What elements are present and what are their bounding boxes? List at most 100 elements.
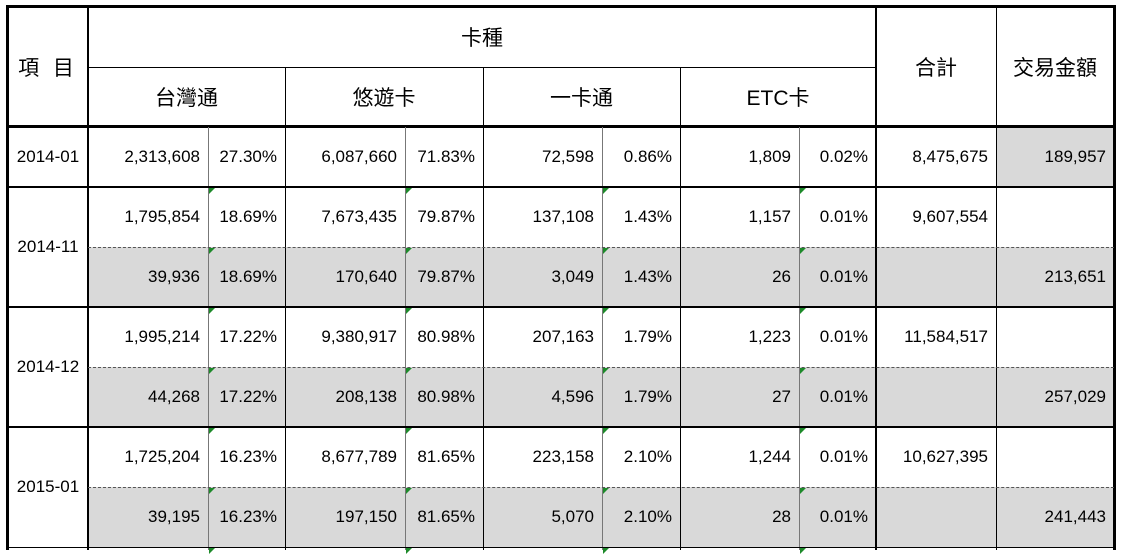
cell-r1-c6: 1,157 xyxy=(748,207,791,226)
error-marker-r1-c4 xyxy=(406,188,412,194)
cell-r4-c3: 80.98% xyxy=(417,387,475,406)
amount-r0: 189,957 xyxy=(1044,147,1106,166)
error-marker-r2-c4 xyxy=(406,248,412,254)
cell-r2-c6: 26 xyxy=(772,267,791,286)
cell-r5-c7: 0.01% xyxy=(819,447,868,466)
cell-r0-c0: 2,313,608 xyxy=(124,147,200,166)
cell-r5-c0: 1,725,204 xyxy=(124,447,200,466)
error-marker-r4-c2 xyxy=(209,368,215,374)
error-marker-r6-c8 xyxy=(800,488,806,494)
header-card-3: ETC卡 xyxy=(746,87,810,110)
header-card-type: 卡種 xyxy=(461,27,503,50)
amount-r1 xyxy=(996,187,1114,247)
total-r0: 8,475,675 xyxy=(912,147,988,166)
cell-r5-c4: 223,158 xyxy=(532,447,594,466)
header-card-1: 悠遊卡 xyxy=(352,87,416,110)
shade-subrow-2 xyxy=(88,247,1114,307)
cell-r5-c5: 2.10% xyxy=(623,447,672,466)
header-card-2: 一卡通 xyxy=(550,87,613,110)
cell-r3-c5: 1.79% xyxy=(623,327,672,346)
error-marker-r5-c6 xyxy=(603,428,609,434)
row-dash-4 xyxy=(88,367,1114,368)
cell-r4-c2: 208,138 xyxy=(335,387,397,406)
cell-r6-c0: 39,195 xyxy=(148,507,200,526)
amount-r2: 213,651 xyxy=(1044,267,1106,286)
cell-r6-c7: 0.01% xyxy=(819,507,868,526)
error-marker-r5-c2 xyxy=(209,428,215,434)
error-marker-r2-c2 xyxy=(209,248,215,254)
cell-r4-c4: 4,596 xyxy=(551,387,594,406)
row-line-5 xyxy=(8,426,1114,428)
cell-r4-c1: 17.22% xyxy=(219,387,277,406)
header-item: 項 目 xyxy=(18,57,78,80)
error-marker-r3-c4 xyxy=(406,308,412,314)
col-line-7 xyxy=(680,67,681,550)
amount-r6: 241,443 xyxy=(1044,507,1106,526)
cell-r6-c3: 81.65% xyxy=(417,507,475,526)
period-1: 2014-11 xyxy=(17,237,79,256)
cell-r4-c0: 44,268 xyxy=(148,387,200,406)
error-marker-r3-c8 xyxy=(800,308,806,314)
col-line-10 xyxy=(996,7,997,550)
error-marker-r4-c4 xyxy=(406,368,412,374)
cell-r6-c5: 2.10% xyxy=(623,507,672,526)
error-marker-r5-c4 xyxy=(406,428,412,434)
error-marker-r5-c8 xyxy=(800,428,806,434)
cell-r3-c7: 0.01% xyxy=(819,327,868,346)
cell-r5-c3: 81.65% xyxy=(417,447,475,466)
total-r5: 10,627,395 xyxy=(902,447,988,466)
cell-r5-c6: 1,244 xyxy=(748,447,791,466)
cell-r2-c3: 79.87% xyxy=(417,267,475,286)
total-r1: 9,607,554 xyxy=(912,207,988,226)
col-line-2 xyxy=(208,127,209,550)
border-left xyxy=(6,5,9,550)
cell-r2-c7: 0.01% xyxy=(819,267,868,286)
cell-r6-c4: 5,070 xyxy=(551,507,594,526)
total-r6 xyxy=(876,487,996,547)
error-marker-r7-c2 xyxy=(209,548,215,554)
error-marker-r4-c6 xyxy=(603,368,609,374)
cell-r2-c5: 1.43% xyxy=(623,267,672,286)
cell-r4-c7: 0.01% xyxy=(819,387,868,406)
error-marker-r6-c6 xyxy=(603,488,609,494)
header-mid xyxy=(88,67,876,68)
cell-r3-c4: 207,163 xyxy=(532,327,594,346)
cell-r2-c2: 170,640 xyxy=(335,267,397,286)
row-line-end xyxy=(8,547,1114,548)
cell-r3-c3: 80.98% xyxy=(417,327,475,346)
amount-header-bottom xyxy=(996,125,1114,128)
cell-r0-c2: 6,087,660 xyxy=(321,147,397,166)
row-dash-6 xyxy=(88,487,1114,488)
error-marker-r6-c4 xyxy=(406,488,412,494)
error-marker-r3-c2 xyxy=(209,308,215,314)
col-line-8 xyxy=(799,127,800,550)
amount-r5 xyxy=(996,427,1114,487)
cell-r1-c3: 79.87% xyxy=(417,207,475,226)
cell-r1-c5: 1.43% xyxy=(623,207,672,226)
error-marker-r3-c6 xyxy=(603,308,609,314)
total-r4 xyxy=(876,367,996,427)
col-line-4 xyxy=(405,127,406,550)
col-line-period xyxy=(87,7,89,550)
error-marker-r2-c6 xyxy=(603,248,609,254)
col-line-3 xyxy=(285,67,286,550)
cell-r0-c1: 27.30% xyxy=(219,147,277,166)
error-marker-r4-c8 xyxy=(800,368,806,374)
cell-r4-c5: 1.79% xyxy=(623,387,672,406)
cell-r1-c4: 137,108 xyxy=(532,207,594,226)
error-marker-r7-c8 xyxy=(800,548,806,554)
border-top xyxy=(8,5,1114,8)
error-marker-r1-c8 xyxy=(800,188,806,194)
cell-r3-c1: 17.22% xyxy=(219,327,277,346)
period-5: 2015-01 xyxy=(16,477,80,496)
cell-r3-c6: 1,223 xyxy=(748,327,791,346)
total-r2 xyxy=(876,247,996,307)
cell-r0-c7: 0.02% xyxy=(819,147,868,166)
cell-r5-c2: 8,677,789 xyxy=(321,447,397,466)
cell-r6-c1: 16.23% xyxy=(219,507,277,526)
error-marker-r7-c6 xyxy=(603,548,609,554)
col-line-11 xyxy=(1113,5,1116,550)
error-marker-r6-c2 xyxy=(209,488,215,494)
amount-r4: 257,029 xyxy=(1044,387,1106,406)
